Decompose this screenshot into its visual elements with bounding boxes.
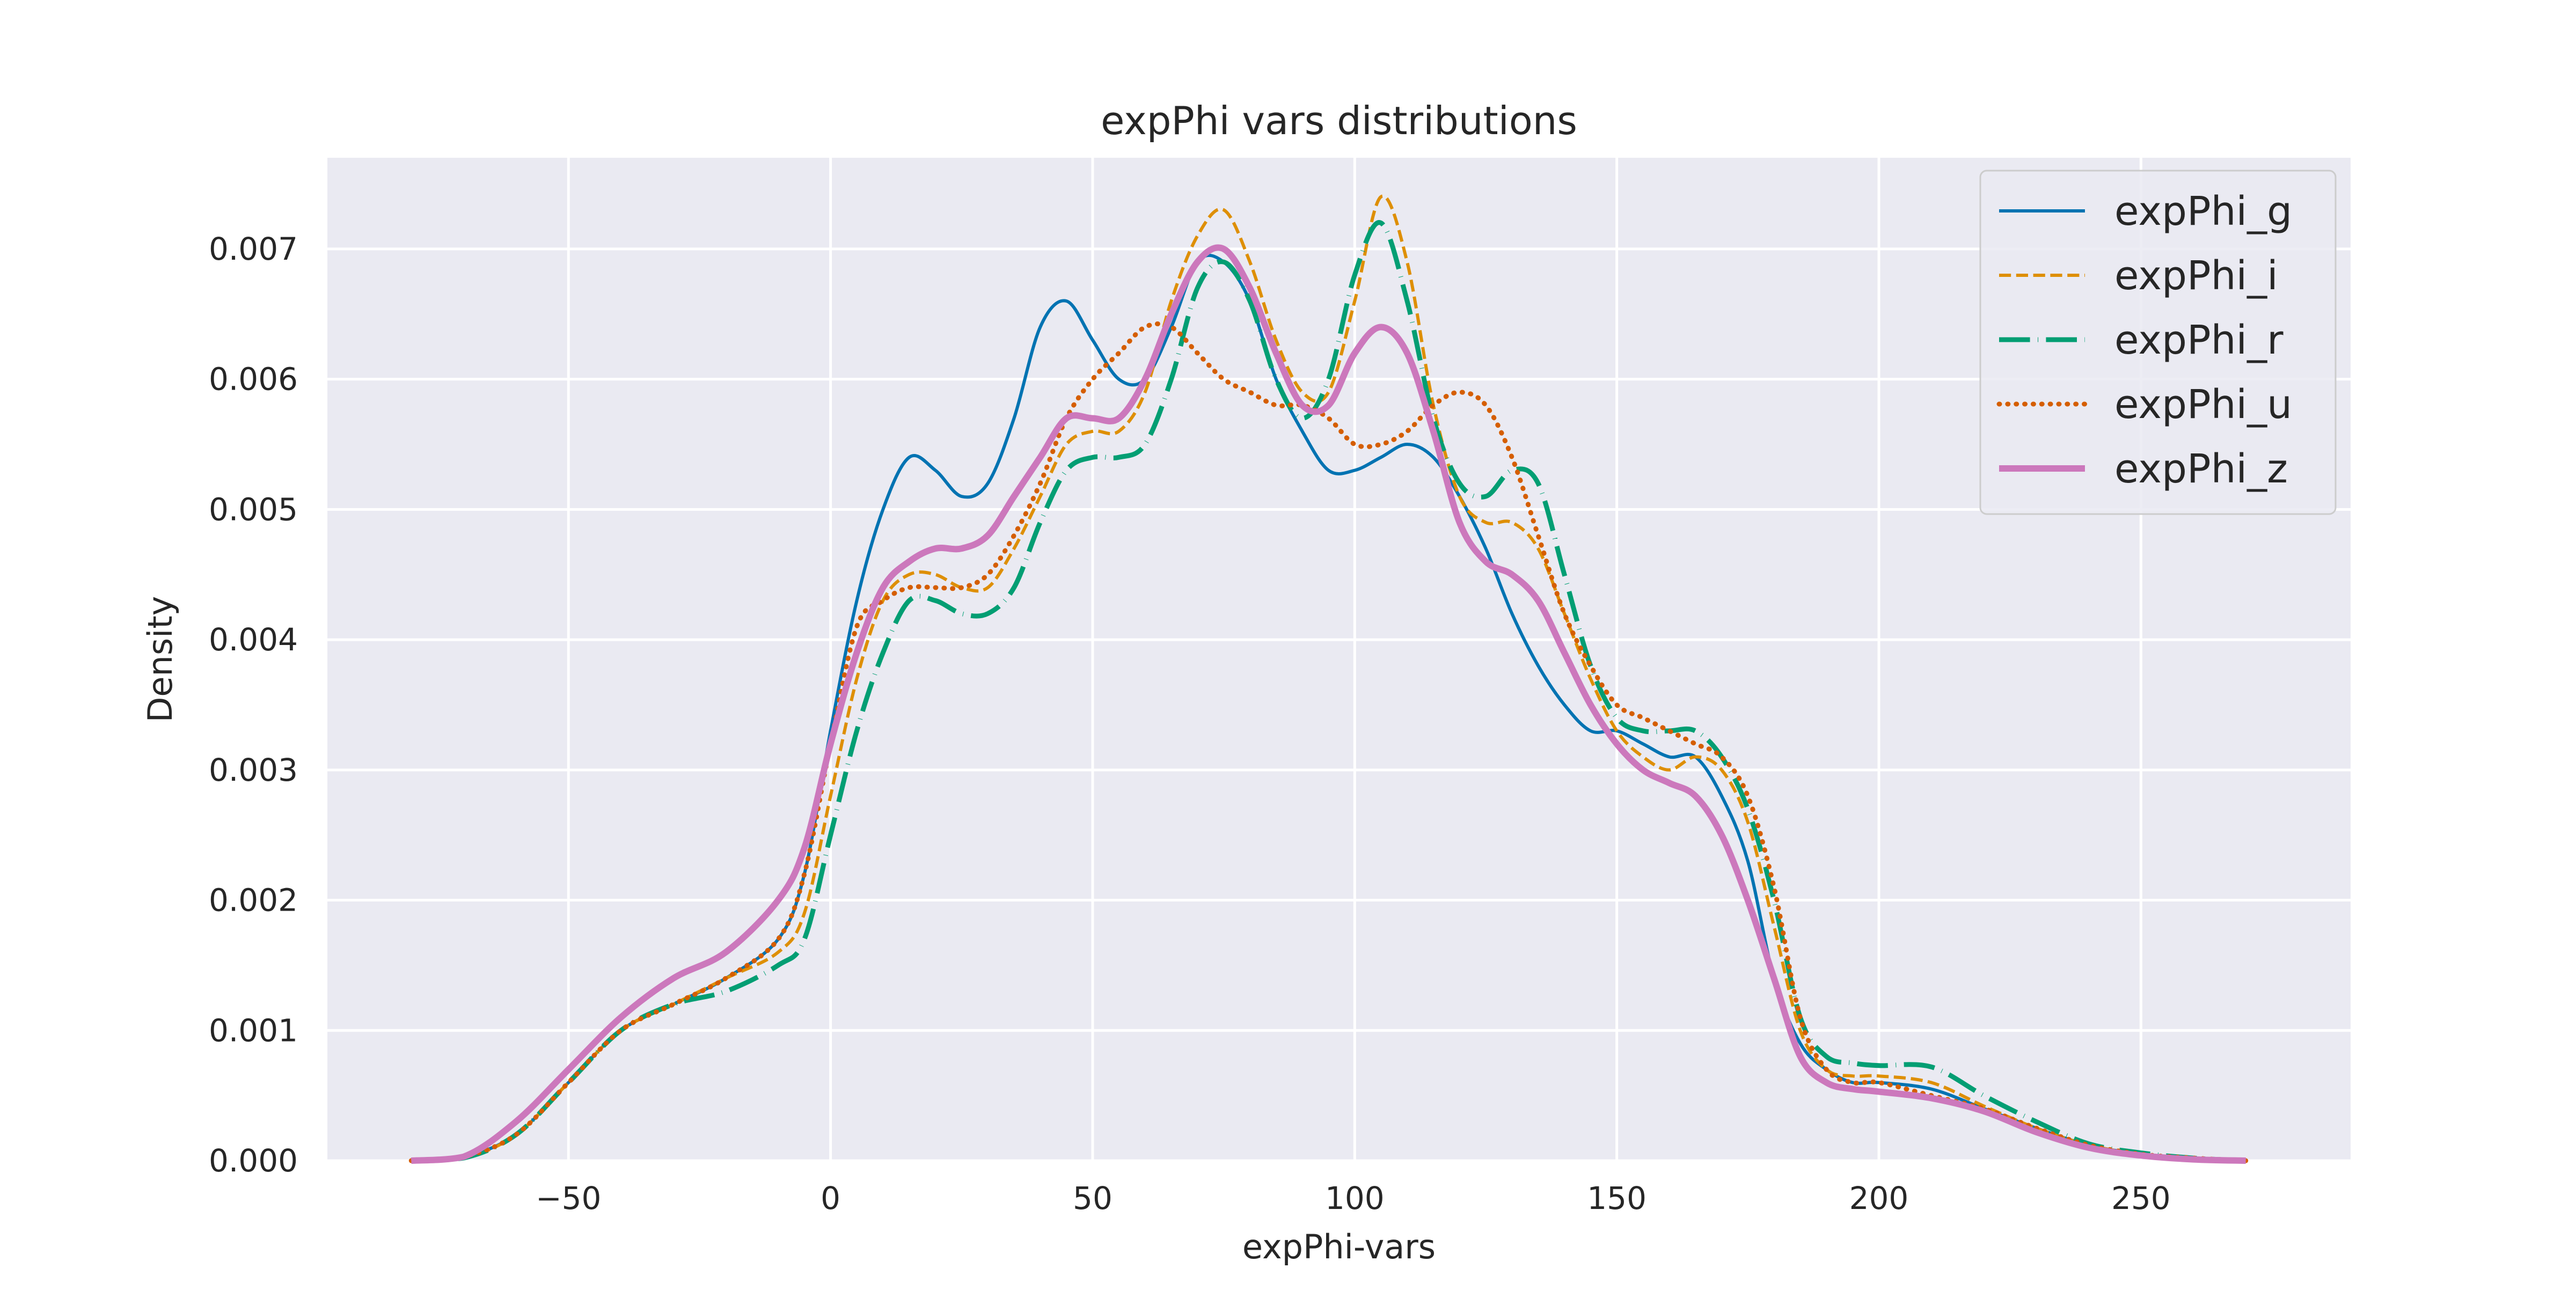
grid xyxy=(327,158,2351,1162)
series-line-expPhi-i xyxy=(411,194,2246,1162)
chart-title: expPhi vars distributions xyxy=(1101,98,1577,143)
x-tick-label: 250 xyxy=(2111,1180,2171,1216)
series-line-expPhi-z xyxy=(411,244,2246,1164)
y-tick-label: 0.007 xyxy=(209,231,298,267)
x-ticks: −50 0 50 100 150 200 250 xyxy=(536,1180,2171,1216)
x-tick-label: 200 xyxy=(1849,1180,1909,1216)
x-tick-label: −50 xyxy=(536,1180,601,1216)
y-tick-label: 0.005 xyxy=(209,491,298,527)
legend-label: expPhi_z xyxy=(2114,446,2288,492)
y-tick-label: 0.004 xyxy=(209,621,298,658)
y-tick-label: 0.000 xyxy=(209,1142,298,1179)
y-ticks: 0.000 0.001 0.002 0.003 0.004 0.005 0.006 0.007 xyxy=(209,231,298,1179)
y-tick-label: 0.006 xyxy=(209,361,298,398)
y-axis-label: Density xyxy=(141,596,180,723)
legend-label: expPhi_r xyxy=(2114,317,2284,363)
x-axis-label: expPhi-vars xyxy=(1242,1227,1436,1266)
x-tick-label: 100 xyxy=(1325,1180,1385,1216)
legend: expPhi_g expPhi_i expPhi_r expPhi_u expPhi_z xyxy=(1979,170,2337,515)
x-tick-label: 50 xyxy=(1073,1180,1113,1216)
y-tick-label: 0.003 xyxy=(209,752,298,788)
x-tick-label: 0 xyxy=(821,1180,840,1216)
y-tick-label: 0.001 xyxy=(209,1012,298,1049)
legend-box xyxy=(1979,170,2337,515)
y-tick-label: 0.002 xyxy=(209,882,298,919)
legend-label: expPhi_u xyxy=(2114,382,2292,428)
legend-label: expPhi_g xyxy=(2114,188,2292,234)
x-tick-label: 150 xyxy=(1587,1180,1646,1216)
series-line-expPhi-u xyxy=(408,321,2249,1163)
legend-label: expPhi_i xyxy=(2114,253,2278,299)
series-layer xyxy=(408,194,2249,1164)
